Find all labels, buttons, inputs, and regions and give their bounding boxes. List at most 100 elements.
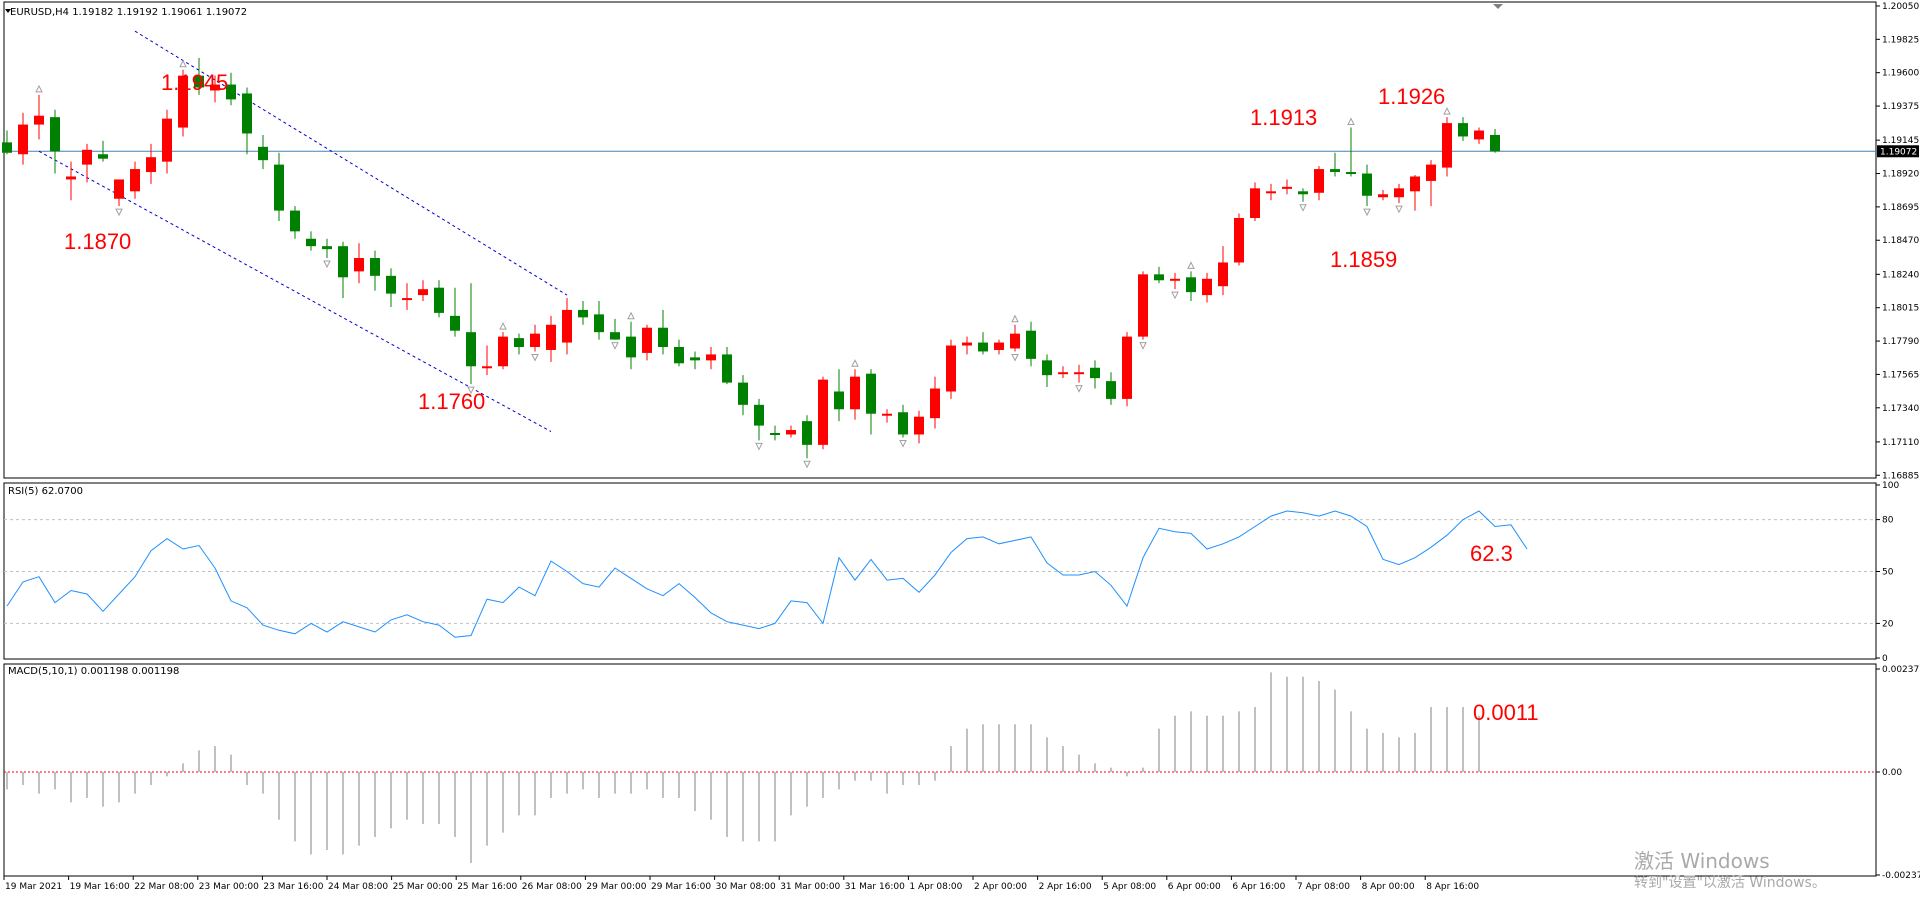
macd-tick-label: 0.002377 [1882,665,1920,675]
candle [1266,183,1276,201]
time-tick-label: 29 Mar 16:00 [651,882,711,892]
candle [354,243,364,284]
candle [434,280,444,318]
candle [194,57,204,95]
candle [594,301,604,340]
time-tick-label: 22 Mar 08:00 [134,882,194,892]
symbol-menu-triangle-icon[interactable] [5,9,11,13]
candle [674,339,684,367]
candle [562,298,572,355]
candle [994,339,1004,355]
candle-body [738,382,748,405]
price-tick-label: 1.18015 [1882,304,1919,314]
candle-body [130,169,140,192]
price-tick-label: 1.18695 [1882,203,1919,213]
candle [642,324,652,361]
time-tick-label: 25 Mar 00:00 [393,882,453,892]
annotation-high-1-1913: 1.1913 [1250,105,1317,130]
candle [546,315,556,362]
price-axis: 1.20050 1.19825 1.19600 1.19375 1.19145 1.189… [1876,2,1920,881]
candle-body [1490,134,1500,152]
candle [1090,360,1100,389]
candle [898,404,908,438]
candle-body [946,345,956,392]
candle [114,179,124,207]
candle-body [242,93,252,134]
candle [1154,266,1164,284]
price-tick-label: 1.17340 [1882,404,1919,414]
candle-body [274,164,284,211]
time-tick-label: 30 Mar 08:00 [716,882,776,892]
candle [418,280,428,302]
time-tick-label: 23 Mar 16:00 [263,882,323,892]
macd-tick-label: -0.002377 [1882,871,1920,881]
time-tick-label: 19 Mar 2021 [5,882,62,892]
candle [1298,188,1308,202]
time-tick-label: 1 Apr 08:00 [909,882,962,892]
fractal-up-icon [179,59,187,68]
time-tick-label: 6 Apr 16:00 [1232,882,1285,892]
candle [1042,354,1052,388]
macd-panel[interactable] [3,663,1877,877]
candle [1426,160,1436,207]
candle-body [98,154,108,159]
candle-body [1266,191,1276,194]
time-tick-label: 8 Apr 00:00 [1362,882,1415,892]
candle-body [1314,169,1324,193]
candle-body [1362,173,1372,196]
candle [386,268,396,307]
time-tick-label: 6 Apr 00:00 [1168,882,1221,892]
macd-tick-label: 0.00 [1882,768,1902,778]
candle [1458,117,1468,141]
candle-body [834,391,844,410]
windows-activation-subtitle: 转到"设置"以激活 Windows。 [1634,874,1826,891]
fractal-up-icon [851,359,859,367]
annotation-low-1-1760: 1.1760 [418,389,485,414]
candle-body [290,210,300,232]
candle [1346,127,1356,177]
candle [274,152,284,221]
time-tick-label: 26 Mar 08:00 [522,882,582,892]
candle-body [354,258,364,272]
candle-body [386,275,396,294]
shift-marker-icon[interactable] [1493,4,1503,9]
candle-body [1410,176,1420,192]
fractal-down-icon [899,439,907,448]
time-tick-label: 8 Apr 16:00 [1426,882,1479,892]
candle [1250,182,1260,221]
candle-body [802,421,812,445]
candle [578,301,588,325]
candle [1074,364,1084,383]
candle [978,332,988,355]
candle-body [1042,360,1052,376]
candle-body [1074,372,1084,375]
candle [18,112,28,165]
candle-body [866,373,876,414]
candle-body [642,327,652,353]
fractal-up-icon [499,322,507,330]
candle-body [562,309,572,343]
candle-body [706,354,716,361]
channel-upper-line [134,30,568,296]
candle-body [34,115,44,125]
candle-body [1474,130,1484,140]
candle [1490,129,1500,153]
fractal-up-icon [1187,261,1195,269]
macd-histogram [6,672,1480,863]
candle [850,369,860,420]
candle-body [1154,274,1164,281]
candle-body [338,246,348,278]
fractal-down-icon [1011,353,1019,362]
candle [34,94,44,140]
price-tick-label: 1.19825 [1882,35,1919,45]
rsi-annotation: 62.3 [1470,541,1513,566]
fractal-down-icon [1363,208,1371,217]
fractal-down-icon [323,260,331,269]
time-tick-label: 24 Mar 08:00 [328,882,388,892]
candle-body [594,314,604,333]
candle-body [626,336,636,358]
candle [402,283,412,310]
candle-body [914,416,924,435]
windows-activation-title: 激活 Windows [1634,849,1770,873]
candle [1122,332,1132,407]
